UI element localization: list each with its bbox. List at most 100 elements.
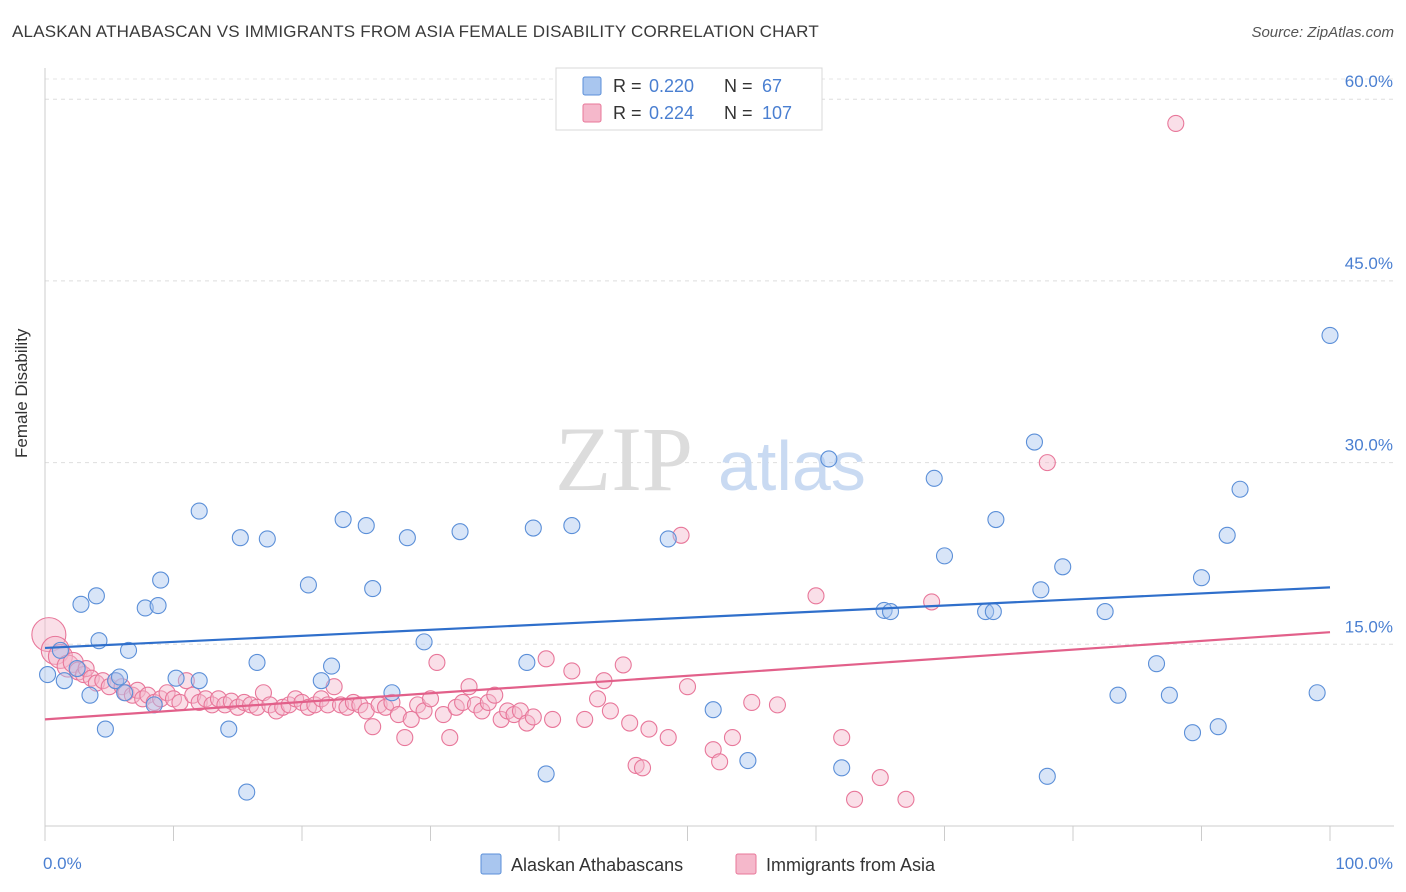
data-point [807,587,825,605]
data-point [492,710,510,728]
data-point [158,684,176,702]
data-point [434,706,452,724]
y-tick-label: 15.0% [1345,617,1393,636]
data-point [220,720,238,738]
watermark: ZIP atlas [555,408,866,510]
data-point [77,659,95,678]
data-point [479,693,497,711]
stats-legend-swatch [582,103,602,123]
data-point [421,690,440,708]
data-point [563,662,581,680]
gridlines [45,78,1394,645]
data-point [389,706,407,724]
data-point [588,690,607,708]
data-point [537,765,555,783]
data-point [94,672,112,690]
data-point [1096,603,1114,621]
data-point [351,696,369,714]
data-point [222,692,240,710]
data-point [51,641,69,659]
data-point [524,519,542,537]
data-point [312,672,330,690]
legend-label: Immigrants from Asia [766,855,936,875]
data-point [881,603,900,621]
data-point [428,653,446,672]
data-point [524,708,542,726]
series-immigrants-from-asia [31,114,1185,808]
data-point [248,653,266,672]
data-point [984,603,1002,621]
data-point [280,696,298,714]
data-point [1032,581,1050,599]
trend-lines [44,586,1331,721]
data-point [364,580,382,598]
trend-line-alaskan-athabascans [44,586,1331,650]
data-point [537,650,555,668]
data-point [659,530,677,548]
data-point [415,633,433,651]
data-point [820,450,838,468]
data-point [1209,718,1227,736]
stats-r-value: 0.224 [649,103,694,123]
data-point [563,517,581,535]
data-point [55,672,73,690]
watermark-zip: ZIP [555,408,693,510]
data-point [119,641,138,659]
data-point [238,783,256,801]
data-point [190,502,208,520]
data-point [678,678,697,696]
legend-swatch [735,853,757,875]
data-point [39,666,57,684]
data-point [441,729,459,747]
data-point [768,696,787,714]
data-point [1038,767,1056,785]
data-point [466,696,485,714]
data-point [139,686,157,704]
chart-title: ALASKAN ATHABASCAN VS IMMIGRANTS FROM AS… [12,22,819,41]
data-point [87,587,105,605]
x-tick-label: 100.0% [1335,854,1393,873]
data-point [149,596,167,615]
data-point [1160,686,1178,704]
stats-n-label: N = [724,103,753,123]
data-point [1147,655,1166,673]
data-point [897,790,915,808]
data-point [544,710,562,728]
data-point [1218,526,1236,544]
data-point [398,529,416,547]
data-point [1109,686,1127,704]
data-point [1231,480,1249,498]
stats-n-label: N = [724,76,753,96]
data-point [621,714,639,732]
data-point [56,654,80,678]
chart-source: Source: ZipAtlas.com [1251,24,1394,41]
data-point [1025,433,1043,451]
data-point [723,729,742,747]
data-point [576,710,594,728]
stats-n-value: 107 [762,103,792,123]
x-tick-label: 0.0% [43,854,82,873]
data-point [925,469,943,487]
data-point [871,768,889,787]
watermark-atlas: atlas [718,427,866,505]
data-point [383,684,401,702]
trend-line-immigrants-from-asia [44,631,1331,721]
data-point [1192,569,1211,587]
legend-swatch [480,853,502,875]
data-point [258,530,276,548]
data-point [704,701,722,719]
data-point [81,686,99,704]
legend-label: Alaskan Athabascans [511,855,683,875]
data-point [357,517,375,535]
data-point [167,669,185,687]
data-point [833,729,851,747]
data-point [711,753,729,771]
data-point [128,681,147,699]
data-point [177,672,195,690]
data-point [312,690,330,708]
data-point [136,599,154,617]
data-point [197,690,215,708]
data-point [110,668,129,686]
data-point [875,601,893,619]
